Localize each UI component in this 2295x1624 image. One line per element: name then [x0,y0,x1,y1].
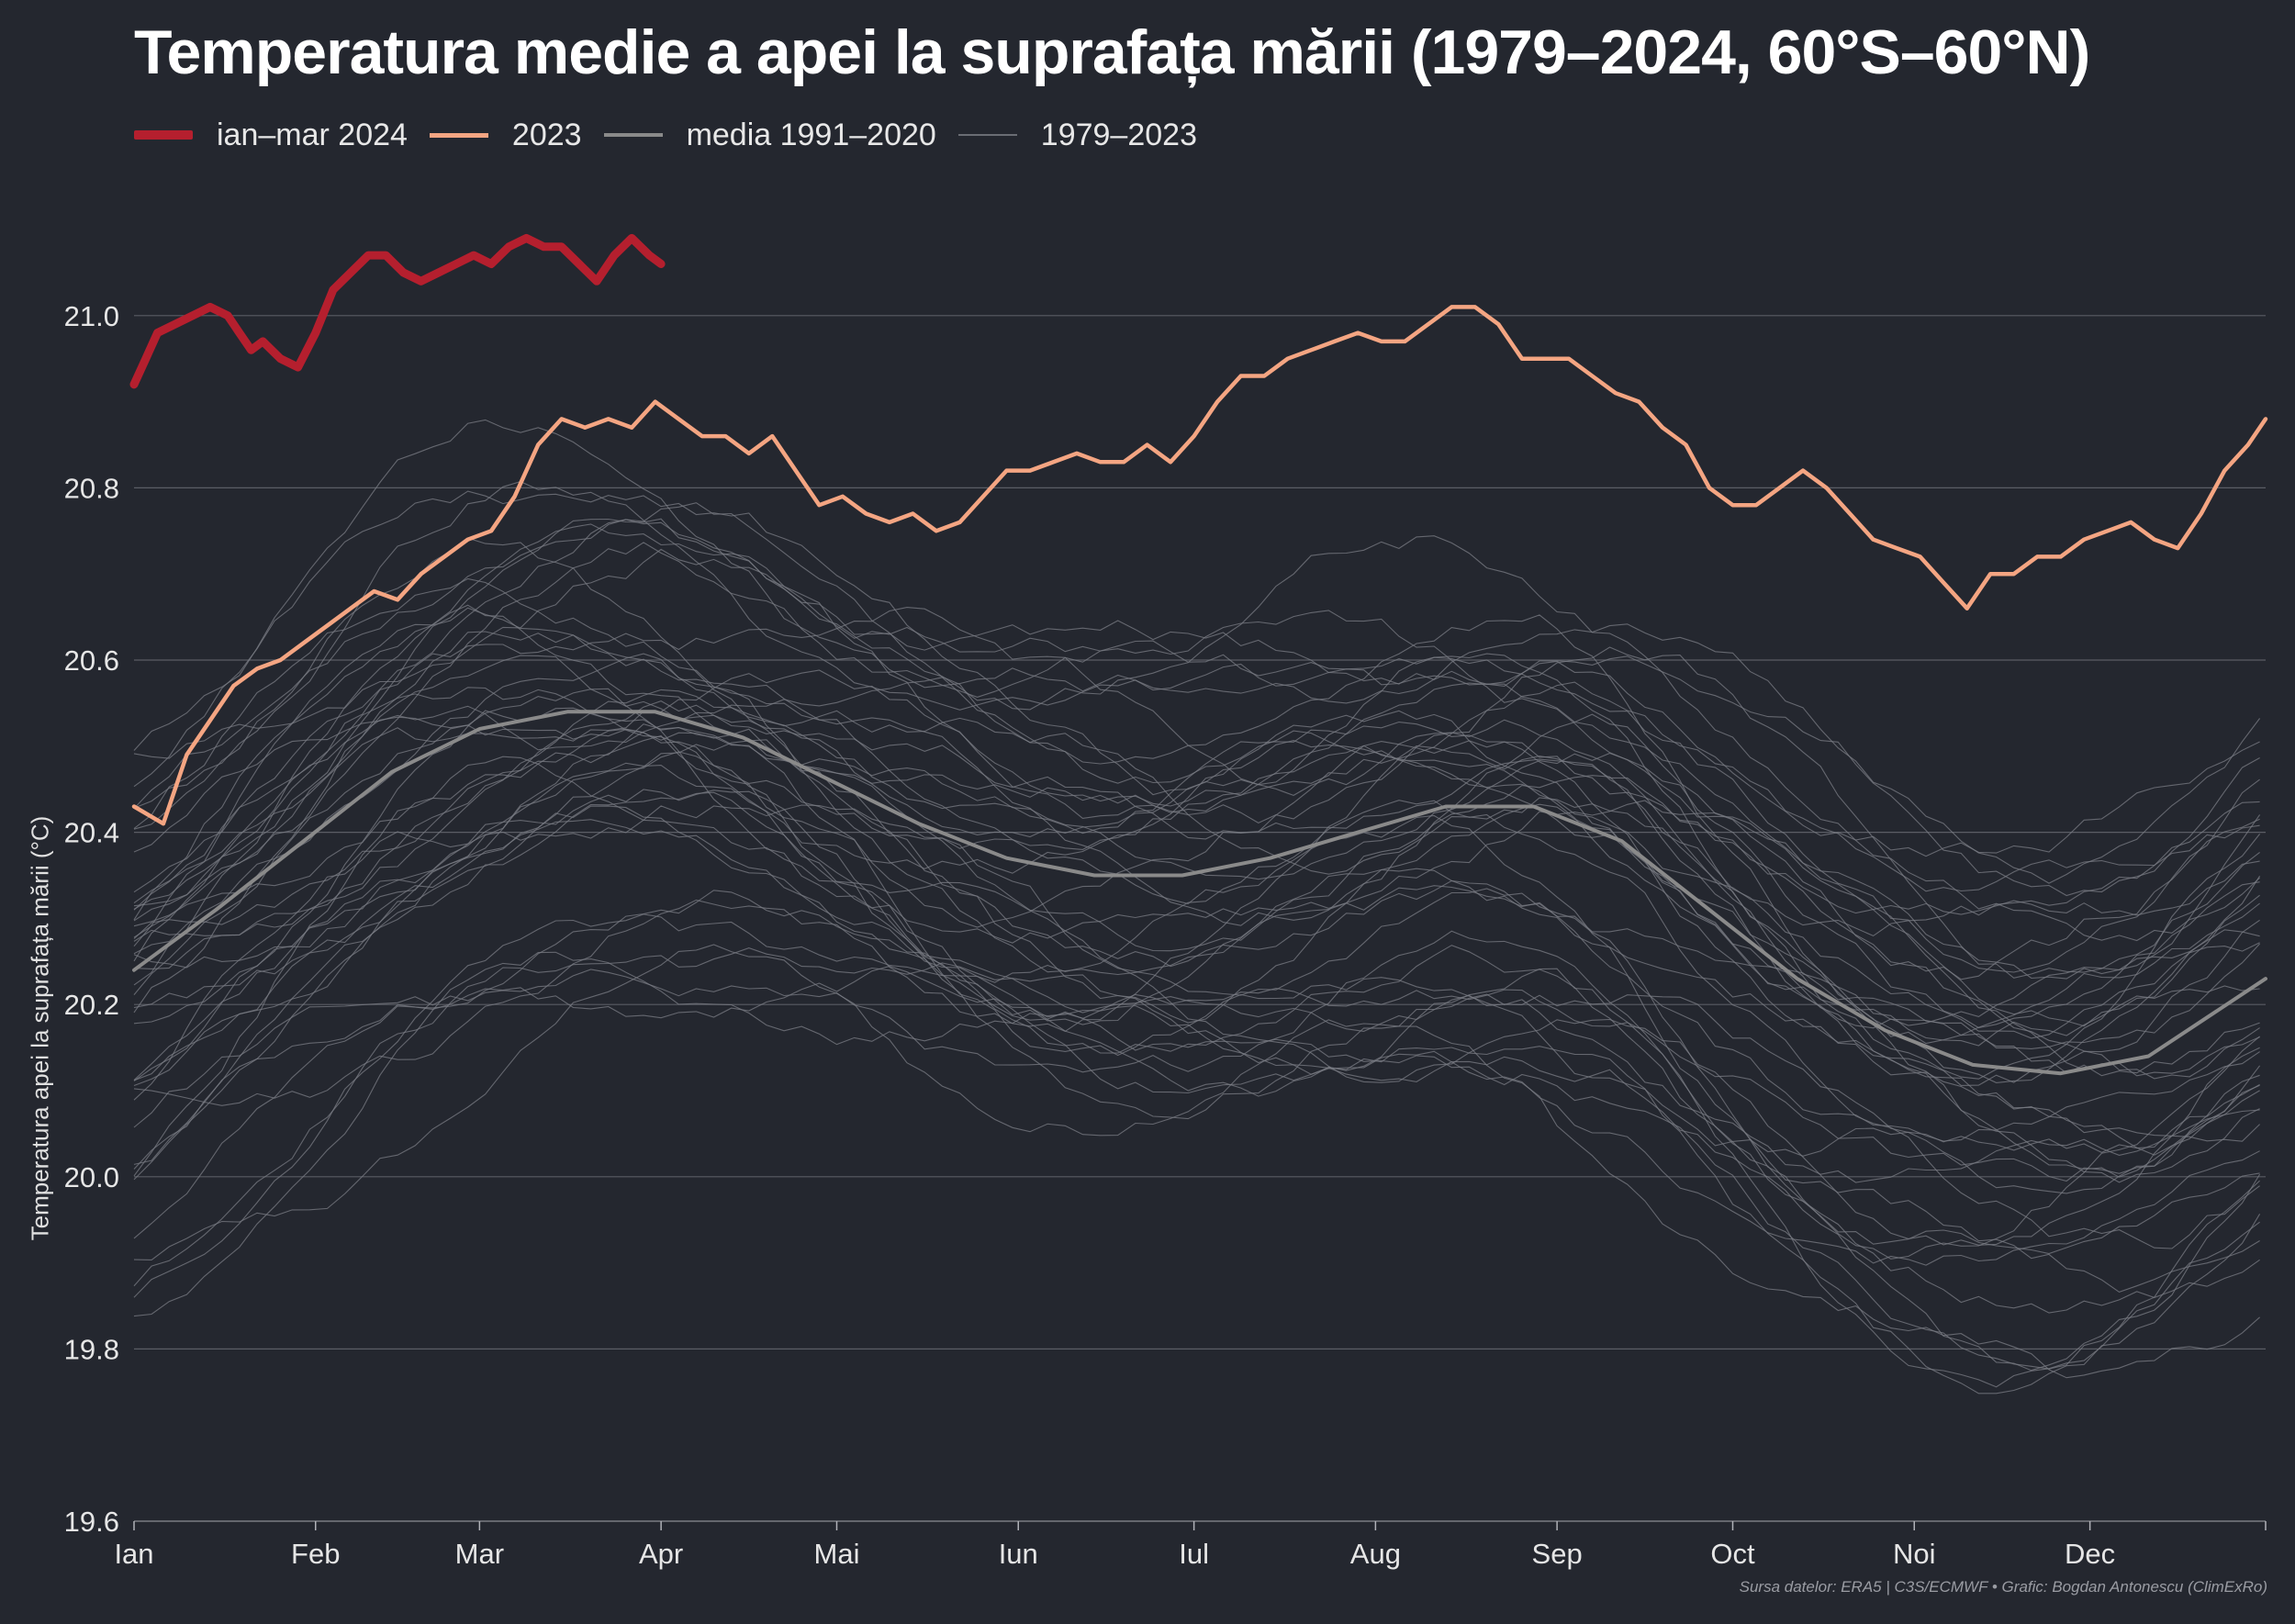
year-line [133,537,2260,979]
year-line [133,519,2260,916]
year-line [133,542,2260,1027]
year-line [133,814,2260,1294]
y-tick-label: 20.2 [64,989,119,1021]
year-line [133,490,2260,857]
series-line-2024 [129,233,666,389]
x-tick-label: Iul [1179,1538,1209,1570]
legend-swatch-mean [603,133,663,137]
year-line [133,614,2260,1045]
y-tick-label: 20.4 [64,817,119,849]
series-lines [129,233,2268,1076]
year-line [133,653,2260,1077]
year-line [133,944,2260,1379]
chart-title: Temperatura medie a apei la suprafața mă… [134,17,2090,87]
x-tick-label: Mai [814,1538,860,1570]
x-tick-label: Dec [2065,1538,2115,1570]
x-tick-label: Ian [114,1538,153,1570]
year-line [133,805,2260,1182]
year-line [133,523,2260,973]
legend-swatch-2024 [134,130,193,140]
x-tick-label: Apr [639,1538,683,1570]
year-line [133,518,2261,980]
year-line [133,631,2261,1083]
x-tick-label: Sep [1532,1538,1583,1570]
x-tick-label: Iun [999,1538,1038,1570]
year-line [133,710,2260,1183]
y-tick-label: 21.0 [64,300,119,332]
series-line-2023 [131,305,2268,826]
year-line [133,689,2260,1156]
year-line [133,890,2260,1255]
legend-label-years: 1979–2023 [1040,117,1197,152]
year-line [133,728,2260,1142]
year-line [133,607,2260,980]
series-line-mean [132,710,2267,1076]
legend-label-2023: 2023 [511,117,582,152]
legend-item-2023: 2023 [429,117,582,153]
year-line [133,947,2261,1394]
legend-swatch-2023 [429,132,488,138]
grid-lines [134,315,2266,1350]
axes: 19.6 19.8 20.0 20.2 20.4 20.6 20.8 21.0 Ian Feb Ma… [64,300,2267,1570]
year-line [133,745,2261,1178]
year-line [133,789,2260,1183]
year-line [133,804,2260,1260]
y-tick-label: 19.8 [64,1333,119,1365]
year-line [133,723,2260,1157]
year-line [133,689,2260,1086]
year-line [133,756,2260,1246]
legend-label-mean: media 1991–2020 [686,117,936,152]
year-line [133,739,2260,1142]
year-line [133,951,2261,1372]
year-line [133,481,2260,897]
legend-item-2024: ian–mar 2024 [134,118,408,153]
legend-swatch-years [957,134,1017,136]
y-tick-label: 20.8 [64,472,119,504]
legend-label-2024: ian–mar 2024 [217,117,408,152]
x-tick-label: Feb [291,1538,340,1570]
year-line [133,800,2260,1249]
year-line [133,653,2260,1047]
year-line [133,687,2260,1039]
year-line [133,791,2260,1266]
source-note: Sursa datelor: ERA5 | C3S/ECMWF • Grafic… [1739,1578,2267,1596]
x-tick-label: Mar [455,1538,504,1570]
year-line [133,535,2260,942]
background-years-lines [133,419,2261,1394]
legend-item-years: 1979–2023 [957,117,1197,153]
legend: ian–mar 2024 2023 media 1991–2020 1979–2… [134,112,1219,158]
year-line [133,607,2261,1080]
year-line [133,502,2260,937]
y-tick-label: 20.0 [64,1161,119,1193]
year-line [133,707,2260,1194]
year-line [133,913,2260,1370]
legend-item-mean: media 1991–2020 [603,117,936,153]
x-tick-label: Noi [1893,1538,1936,1570]
year-line [133,734,2260,1080]
x-tick-label: Aug [1350,1538,1401,1570]
y-tick-label: 19.6 [64,1506,119,1538]
x-tick-label: Oct [1710,1538,1755,1570]
year-line [133,930,2260,1314]
y-tick-label: 20.6 [64,644,119,677]
year-line [133,419,2261,884]
